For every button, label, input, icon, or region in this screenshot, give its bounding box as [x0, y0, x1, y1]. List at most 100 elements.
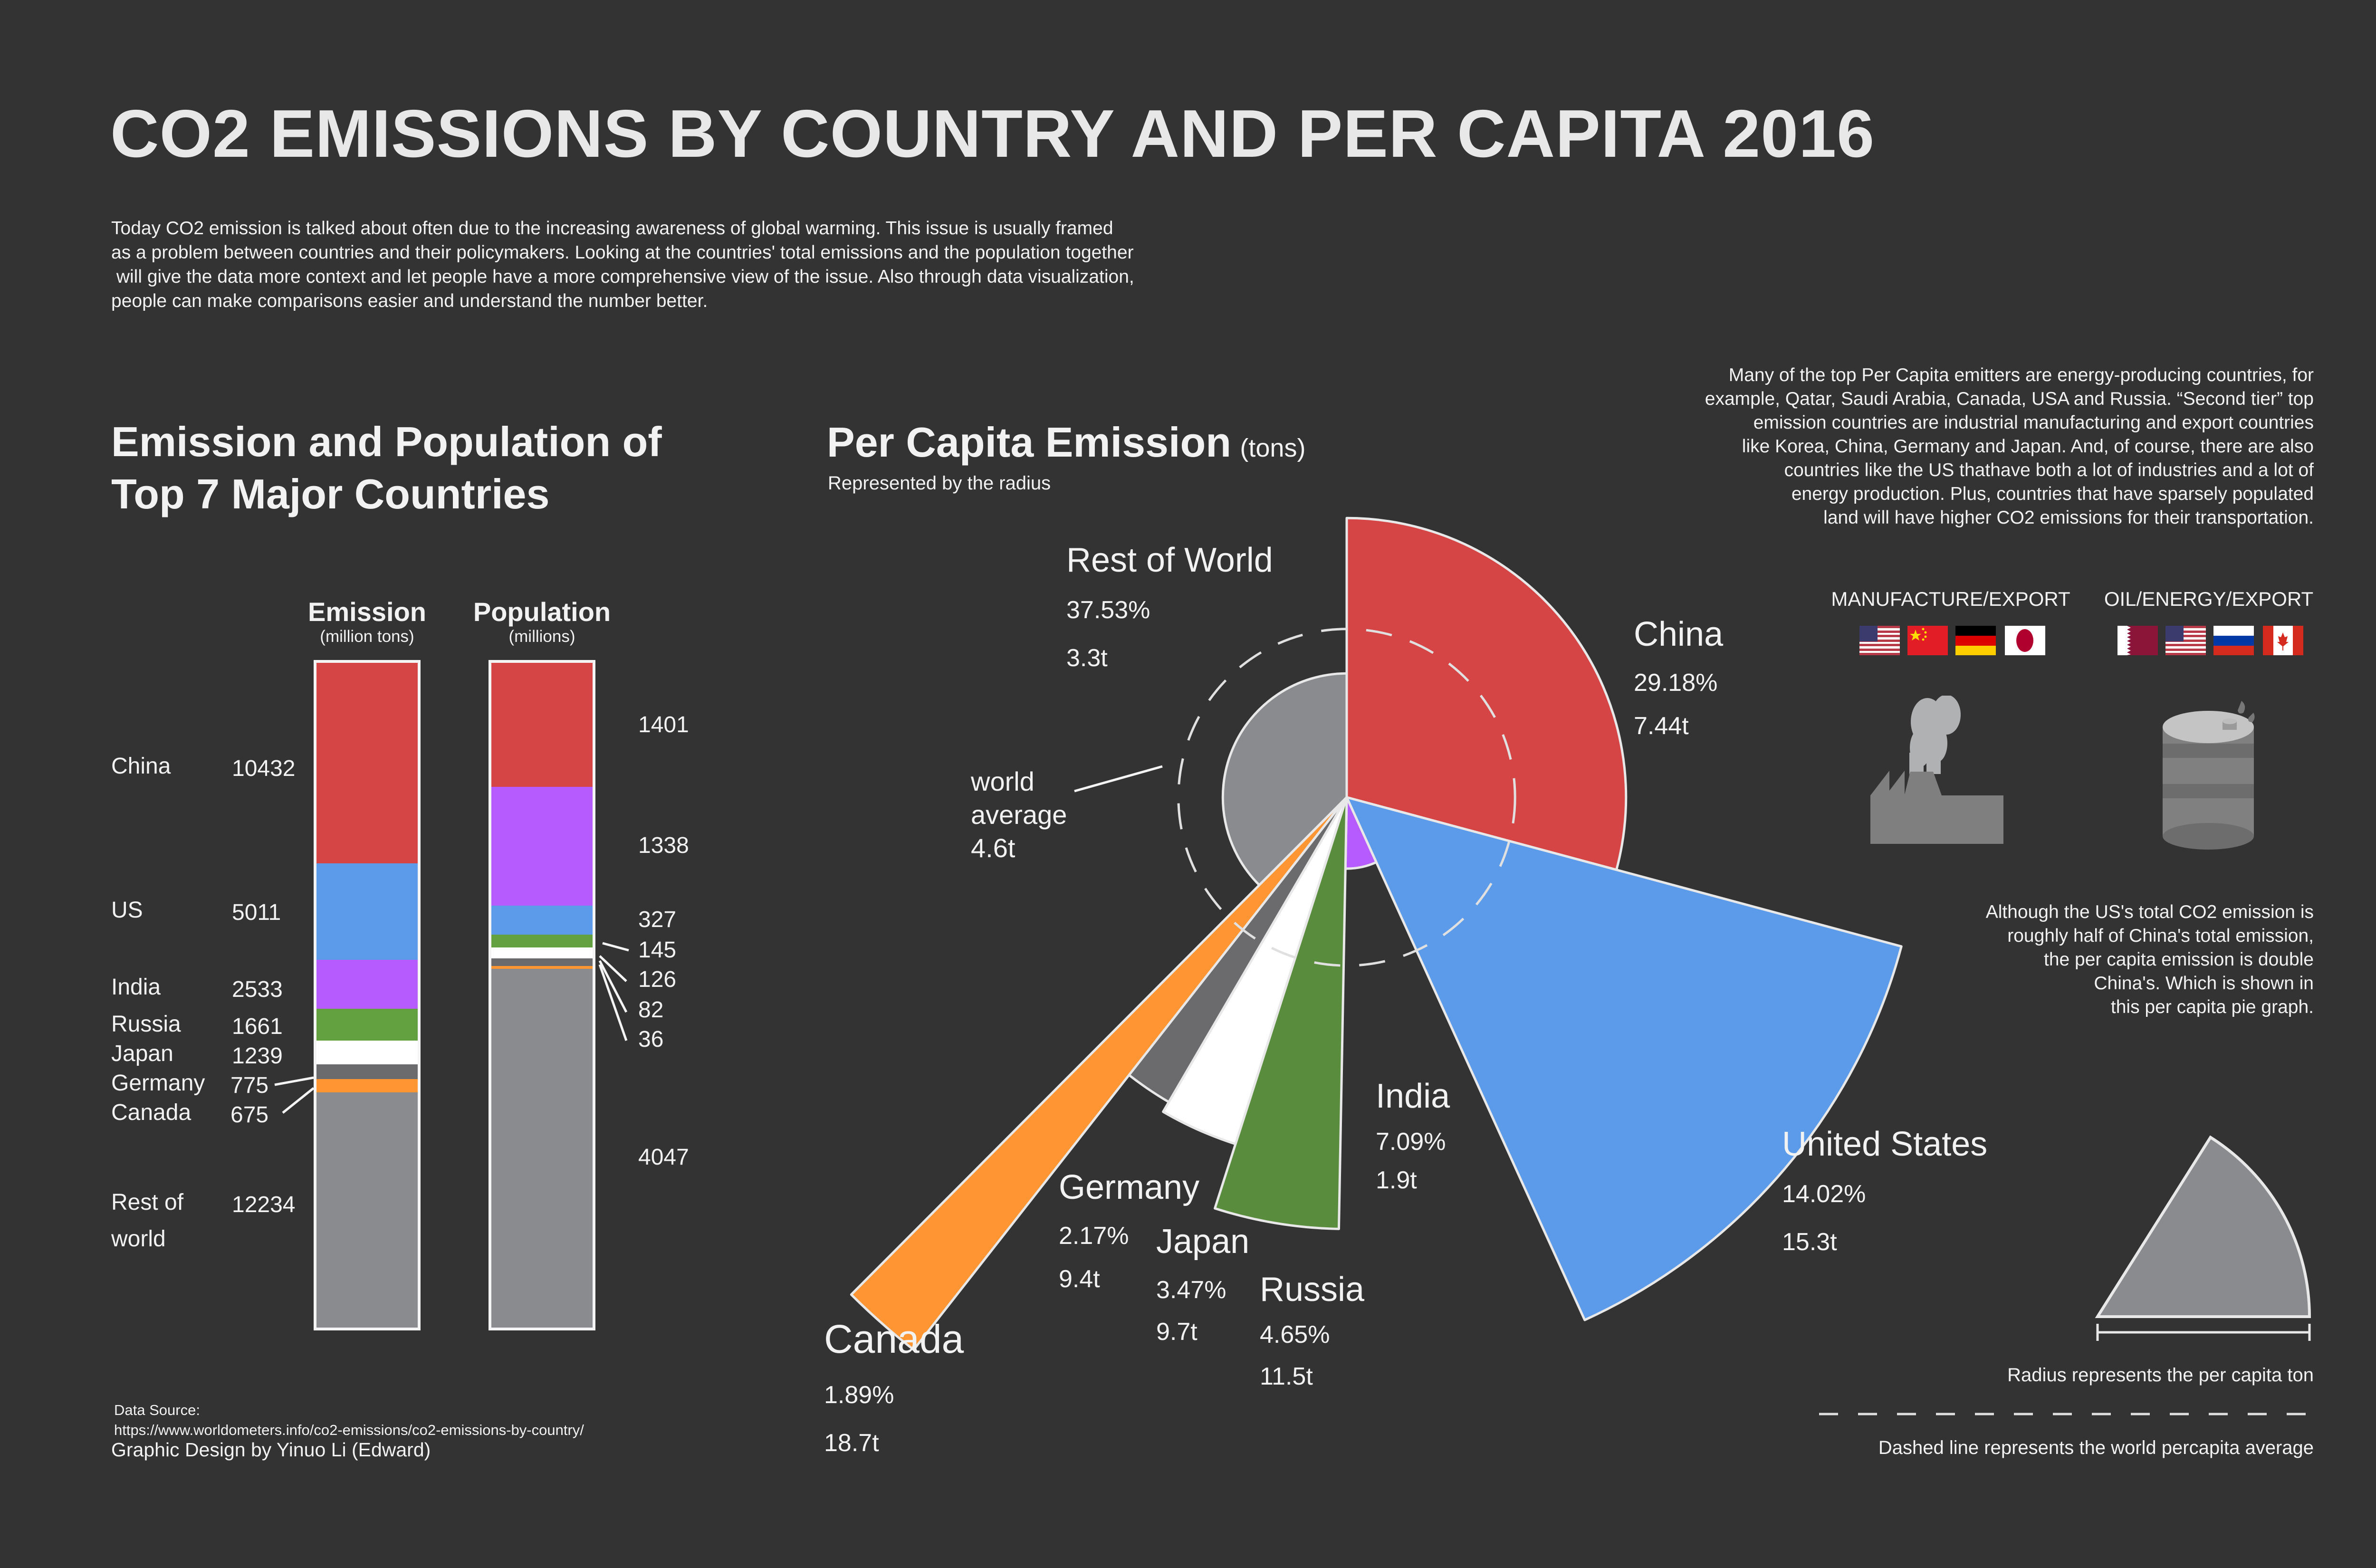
- population-segment-japan: [491, 947, 593, 959]
- leader-pop-japan: [599, 955, 627, 982]
- row-label-russia: Russia: [111, 1012, 181, 1037]
- pie-label-china-name: China: [1634, 615, 1724, 653]
- world-average-label: world average 4.6t: [971, 765, 1067, 865]
- pie-slice-canada: [850, 796, 1348, 1351]
- pie-label-russia-share: 4.65%: [1260, 1320, 1330, 1348]
- emission-value-china: 10432: [232, 756, 296, 781]
- pie-label-japan-per-capita: 9.7t: [1156, 1318, 1198, 1346]
- category-manufacture-label: MANUFACTURE/EXPORT: [1831, 588, 2070, 610]
- data-source-label: Data Source:: [114, 1402, 200, 1418]
- emission-value-japan: 1239: [232, 1043, 283, 1069]
- pie-label-india-per-capita: 1.9t: [1376, 1166, 1417, 1194]
- world-average-leader: [1074, 765, 1163, 793]
- leader-pop-russia: [602, 942, 629, 952]
- pie-label-india-name: India: [1376, 1077, 1450, 1115]
- emission-value-russia: 1661: [232, 1014, 283, 1039]
- world-average-dashed-circle: [1177, 628, 1516, 967]
- leader-pop-germany: [598, 960, 628, 1013]
- population-stacked-bar: [489, 660, 595, 1330]
- population-value-canada: 36: [638, 1027, 664, 1052]
- usa-flag-icon: [2165, 626, 2206, 655]
- pie-slice-united-states: [1345, 796, 1903, 1321]
- emission-stacked-bar: [314, 660, 421, 1330]
- world-average-line2: average: [971, 800, 1067, 830]
- pie-label-rest-of-world-per-capita: 3.3t: [1066, 644, 1108, 672]
- population-segment-russia: [491, 934, 593, 948]
- pie-label-united-states-share: 14.02%: [1782, 1180, 1866, 1208]
- leader-germany: [274, 1076, 314, 1086]
- pie-label-rest-of-world-name: Rest of World: [1066, 541, 1273, 579]
- pie-label-russia-per-capita: 11.5t: [1260, 1362, 1313, 1390]
- population-value-germany: 82: [638, 997, 664, 1023]
- emission-segment-india: [316, 960, 418, 1009]
- emission-value-india: 2533: [232, 977, 283, 1002]
- pie-label-india-share: 7.09%: [1376, 1128, 1446, 1156]
- oil-barrel-icon: [2163, 701, 2255, 850]
- population-segment-india: [491, 787, 593, 906]
- pie-label-china-per-capita: 7.44t: [1634, 712, 1689, 740]
- emission-segment-japan: [316, 1040, 418, 1065]
- factory-icon: [1870, 696, 2003, 844]
- data-source-url[interactable]: https://www.worldometers.info/co2-emissi…: [114, 1422, 584, 1438]
- design-credit: Graphic Design by Yinuo Li (Edward): [111, 1439, 431, 1461]
- leader-pop-canada: [598, 964, 628, 1041]
- pie-label-germany-share: 2.17%: [1059, 1222, 1129, 1250]
- emission-value-germany: 775: [230, 1073, 269, 1098]
- row-label-canada: Canada: [111, 1100, 192, 1125]
- energy-paragraph: Many of the top Per Capita emitters are …: [1705, 365, 2314, 528]
- emission-segment-germany: [316, 1064, 418, 1080]
- emission-value-us: 5011: [232, 900, 281, 925]
- emission-column-unit: (million tons): [320, 627, 414, 646]
- pie-label-united-states-per-capita: 15.3t: [1782, 1228, 1837, 1256]
- pie-title-block: Per Capita Emission (tons): [827, 416, 1305, 468]
- intro-paragraph: Today CO2 emission is talked about often…: [111, 218, 1134, 311]
- category-oil-label: OIL/ENERGY/EXPORT: [2104, 588, 2314, 610]
- row-label-us: US: [111, 898, 143, 923]
- pie-label-china-share: 29.18%: [1634, 669, 1718, 697]
- row-label-germany: Germany: [111, 1071, 205, 1096]
- pie-label-russia-name: Russia: [1260, 1270, 1365, 1309]
- pie-unit: (tons): [1240, 434, 1306, 462]
- pie-label-japan-name: Japan: [1156, 1222, 1250, 1261]
- world-average-value: 4.6t: [971, 833, 1016, 863]
- legend-wedge-icon: [2095, 1135, 2311, 1318]
- world-average-line1: world: [971, 766, 1035, 796]
- population-value-us: 327: [638, 907, 677, 932]
- pie-label-canada-name: Canada: [824, 1316, 964, 1361]
- emission-segment-russia: [316, 1008, 418, 1041]
- emission-value-canada: 675: [230, 1102, 269, 1128]
- population-segment-rest-of-world: [491, 969, 593, 1328]
- population-value-rest: 4047: [638, 1145, 689, 1170]
- population-segment-china: [491, 663, 593, 787]
- pie-title: Per Capita Emission: [827, 419, 1231, 466]
- population-value-japan: 126: [638, 967, 677, 992]
- emission-value-rest: 12234: [232, 1192, 296, 1217]
- page-title: CO2 EMISSIONS BY COUNTRY AND PER CAPITA …: [110, 96, 1875, 172]
- us-china-note: Although the US's total CO2 emission is …: [1985, 902, 2314, 1017]
- emission-column-header: Emission: [308, 597, 426, 627]
- leader-canada: [282, 1087, 315, 1114]
- qatar-flag-icon: [2117, 626, 2158, 655]
- row-label-rest-of: Rest of: [111, 1190, 184, 1215]
- pie-label-germany-name: Germany: [1059, 1168, 1200, 1206]
- population-value-india: 1338: [638, 833, 689, 858]
- emission-segment-us: [316, 863, 418, 960]
- row-label-world: world: [111, 1226, 166, 1252]
- emission-segment-china: [316, 663, 418, 864]
- population-segment-germany: [491, 958, 593, 966]
- population-segment-us: [491, 905, 593, 935]
- pie-slice-japan: [1162, 796, 1348, 1146]
- russia-flag-icon: [2213, 626, 2254, 655]
- emission-segment-rest-of-world: [316, 1092, 418, 1328]
- legend-dashed-text: Dashed line represents the world percapi…: [1878, 1437, 2314, 1458]
- population-value-russia: 145: [638, 937, 677, 963]
- pie-label-japan-share: 3.47%: [1156, 1276, 1226, 1304]
- population-column-unit: (millions): [508, 627, 575, 646]
- pie-slice-china: [1345, 516, 1628, 871]
- pie-slice-russia: [1214, 796, 1348, 1230]
- bar-section-title: Emission and Population of Top 7 Major C…: [111, 418, 662, 517]
- pie-label-canada-per-capita: 18.7t: [824, 1429, 879, 1457]
- legend-radius-text: Radius represents the per capita ton: [2007, 1365, 2314, 1386]
- usa-flag-icon: [1859, 626, 1900, 655]
- row-label-china: China: [111, 754, 171, 779]
